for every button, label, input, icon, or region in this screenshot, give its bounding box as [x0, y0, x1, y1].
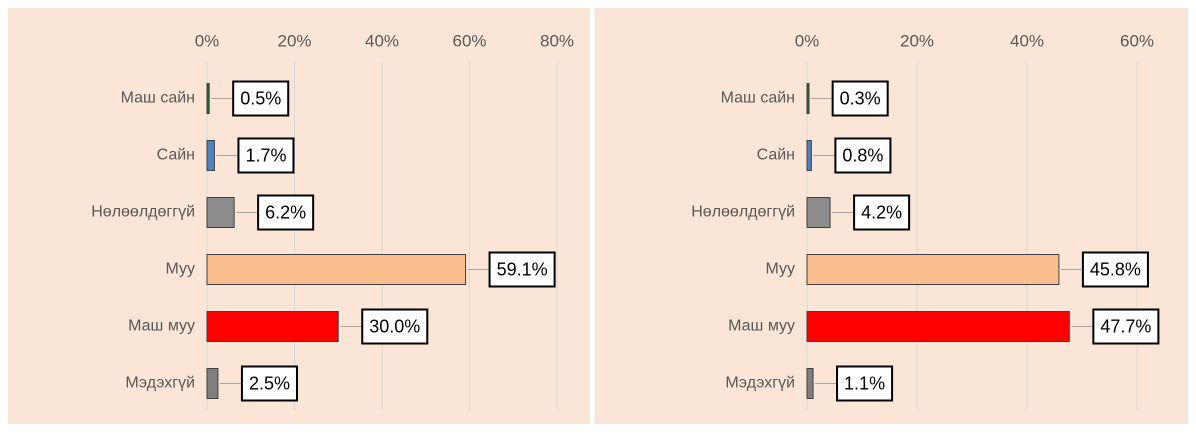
- y-tick-label: Сайн: [157, 147, 195, 164]
- x-tick-label: 0%: [195, 31, 220, 50]
- bar: [206, 254, 467, 285]
- y-tick-label: Муу: [165, 261, 195, 278]
- data-label: 47.7%: [1100, 316, 1151, 336]
- bar: [206, 368, 219, 399]
- data-label-box: [831, 80, 889, 117]
- data-label: 1.1%: [844, 373, 885, 393]
- y-tick-label: Нөлөөлдөггүй: [91, 204, 195, 221]
- y-tick-label: Мэдэхгүй: [125, 375, 195, 392]
- data-label-box: [361, 308, 429, 345]
- data-label: 59.1%: [497, 259, 548, 279]
- x-tick-label: 40%: [1010, 31, 1044, 50]
- y-tick-label: Маш муу: [128, 318, 195, 335]
- data-label: 0.5%: [240, 88, 281, 108]
- bar: [206, 83, 210, 114]
- y-tick-label: Маш сайн: [721, 90, 795, 107]
- bar: [206, 140, 215, 171]
- y-tick-label: Маш муу: [728, 318, 795, 335]
- data-label: 6.2%: [265, 202, 306, 222]
- data-label: 0.8%: [842, 145, 883, 165]
- data-label: 2.5%: [249, 373, 290, 393]
- bar: [806, 254, 1060, 285]
- y-tick-label: Мэдэхгүй: [725, 375, 795, 392]
- data-label-box: [237, 137, 295, 174]
- bar: [806, 197, 831, 228]
- bar: [206, 311, 339, 342]
- y-tick-label: Сайн: [757, 147, 795, 164]
- x-tick-label: 60%: [452, 31, 486, 50]
- data-label-box: [240, 365, 298, 402]
- data-label: 0.3%: [840, 88, 881, 108]
- y-tick-label: Муу: [765, 261, 795, 278]
- bar: [206, 197, 235, 228]
- bar: [806, 83, 810, 114]
- data-label-box: [853, 194, 911, 231]
- y-tick-label: Маш сайн: [121, 90, 195, 107]
- x-tick-label: 0%: [795, 31, 820, 50]
- data-label-box: [834, 137, 892, 174]
- data-label: 30.0%: [369, 316, 420, 336]
- data-label-box: [1081, 251, 1149, 288]
- y-tick-label: Нөлөөлдөггүй: [691, 204, 795, 221]
- data-label-box: [1092, 308, 1160, 345]
- data-label-box: [257, 194, 315, 231]
- data-label: 45.8%: [1090, 259, 1141, 279]
- bar: [806, 368, 814, 399]
- x-tick-label: 60%: [1120, 31, 1154, 50]
- x-tick-label: 40%: [365, 31, 399, 50]
- x-tick-label: 80%: [540, 31, 574, 50]
- data-label-box: [836, 365, 894, 402]
- data-label-box: [232, 80, 290, 117]
- bar: [806, 140, 812, 171]
- bar: [806, 311, 1070, 342]
- data-label-box: [488, 251, 556, 288]
- x-tick-label: 20%: [900, 31, 934, 50]
- x-tick-label: 20%: [277, 31, 311, 50]
- data-label: 1.7%: [245, 145, 286, 165]
- data-label: 4.2%: [861, 202, 902, 222]
